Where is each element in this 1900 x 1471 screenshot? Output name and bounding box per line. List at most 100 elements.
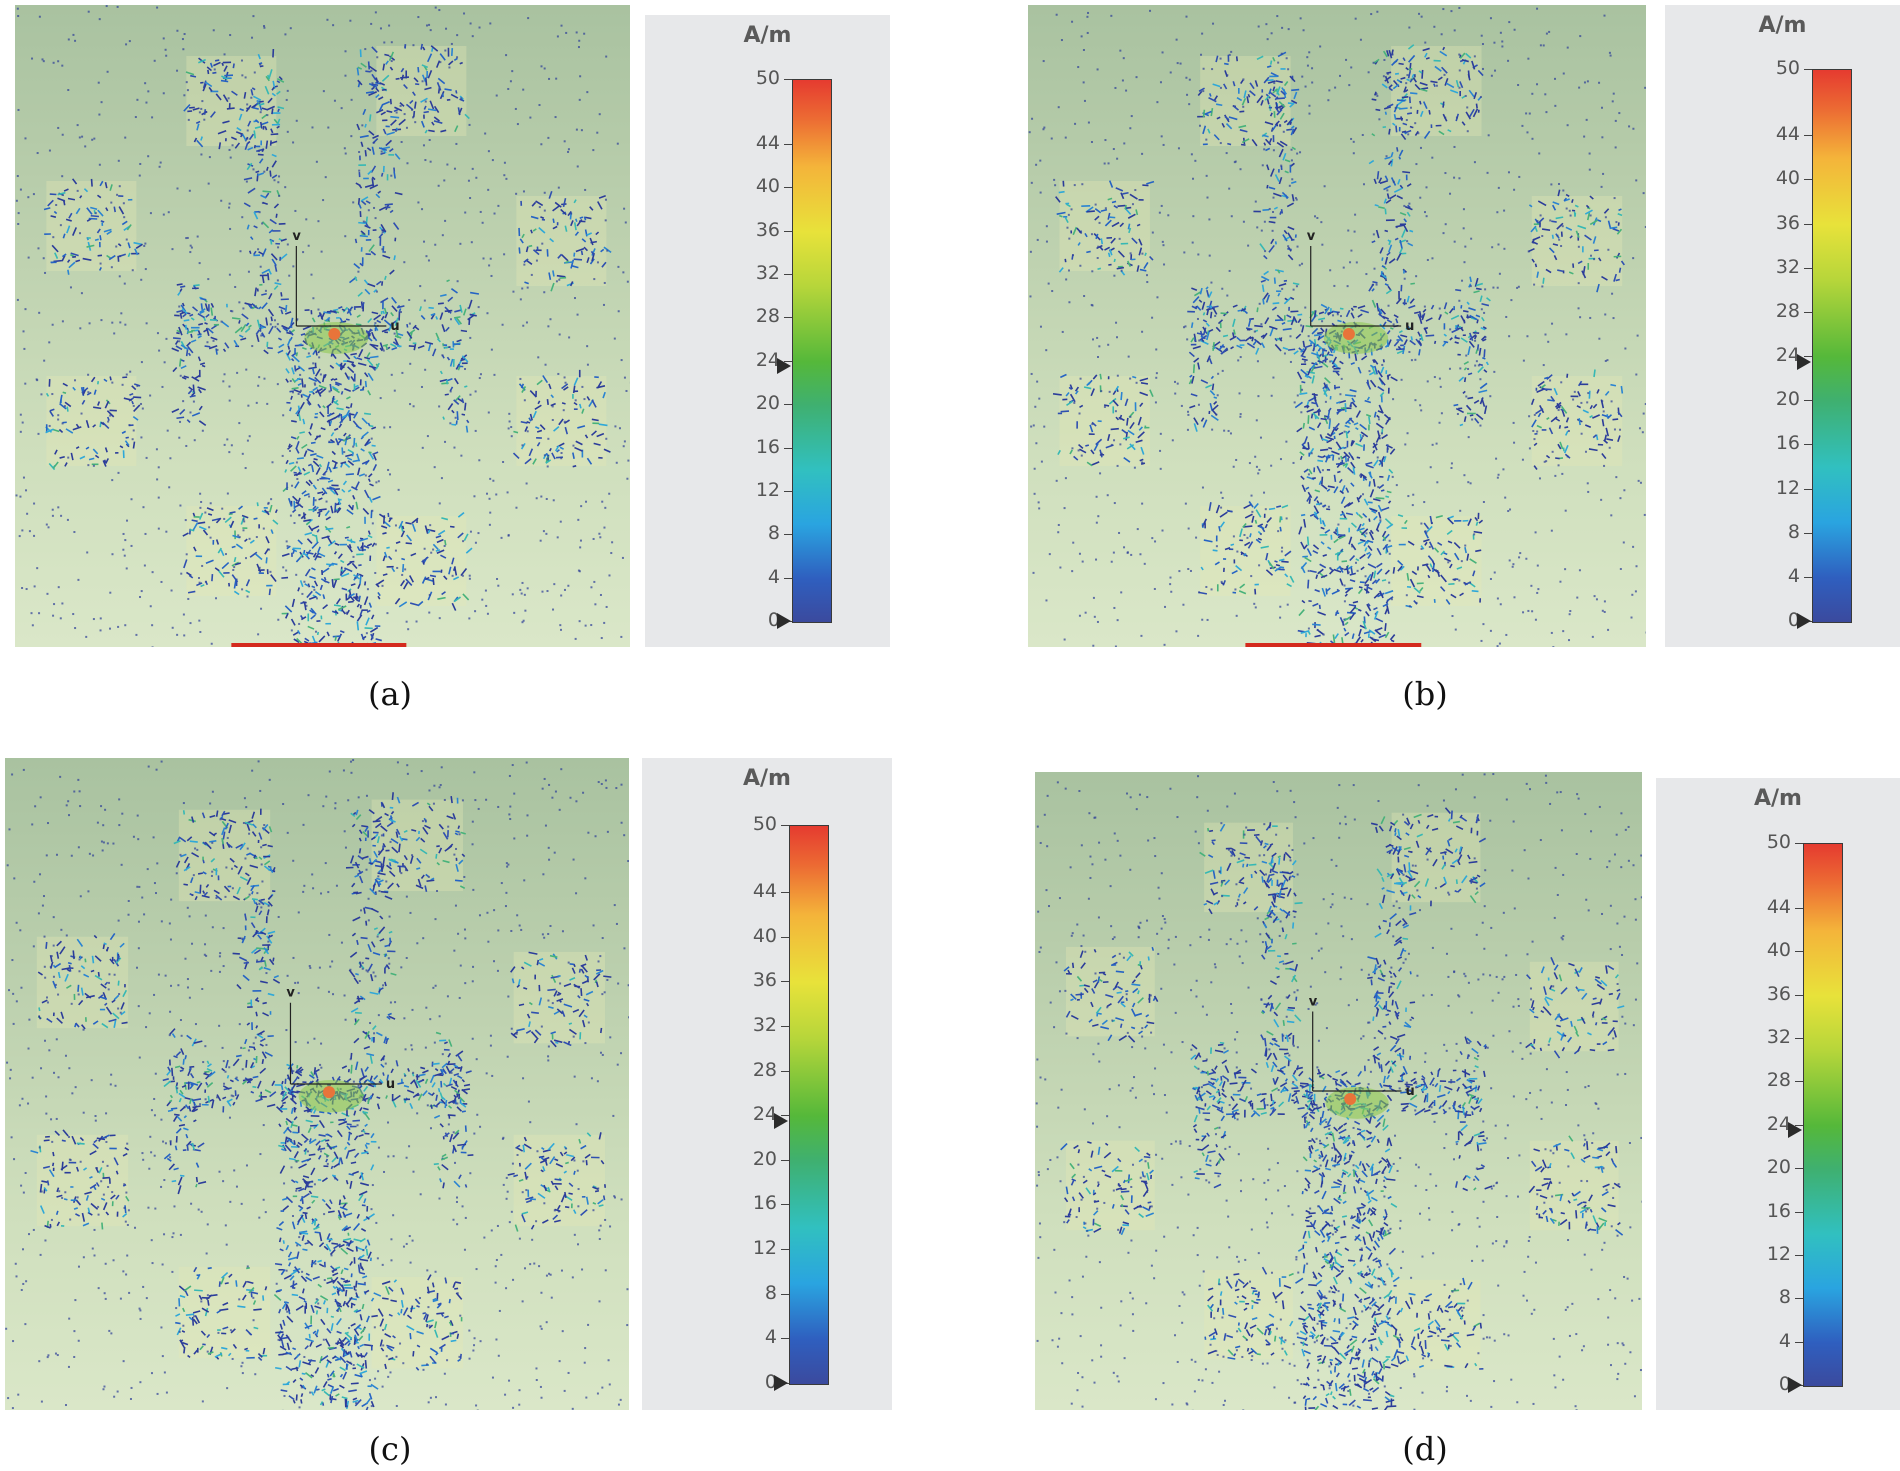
current-arrows <box>1035 773 1642 1410</box>
uv-axes: vu <box>292 229 399 334</box>
colorbar-tick-label: 0 <box>767 609 780 631</box>
colorbar-legend-c: A/m 0 4 8 12 16 20 24 28 32 36 40 44 50 <box>642 758 892 1410</box>
colorbar-tick <box>1804 135 1812 137</box>
colorbar-tick <box>781 981 789 983</box>
colorbar-tick-label: 44 <box>755 132 780 155</box>
colorbar-tick-label: 24 <box>1775 344 1800 367</box>
feed-port <box>1245 643 1422 647</box>
colorbar-tick <box>1795 1211 1803 1213</box>
colorbar-tick <box>1795 1168 1803 1170</box>
colorbar-tick <box>1804 179 1812 181</box>
colorbar-tick-label: 16 <box>752 1192 777 1215</box>
axis-label-u: u <box>1405 319 1414 334</box>
colorbar-legend-d: A/m 0 4 8 12 16 20 24 28 32 36 40 44 50 <box>1656 778 1900 1410</box>
colorbar-tick-label: 16 <box>1775 432 1800 455</box>
colorbar-tick-label: 0 <box>1778 1373 1791 1395</box>
uv-axes: vu <box>286 986 395 1092</box>
colorbar-tick <box>781 1249 789 1251</box>
colorbar-tick <box>1795 1254 1803 1256</box>
colorbar-tick <box>1804 488 1812 490</box>
colorbar-tick-label: 8 <box>767 522 780 545</box>
colorbar-marker-arrow <box>774 1375 788 1391</box>
colorbar-tick-label: 36 <box>752 969 777 992</box>
unit-label: A/m <box>1754 786 1802 811</box>
colorbar-tick <box>1804 267 1812 269</box>
colorbar-gradient <box>1812 69 1852 623</box>
colorbar-tick-label: 12 <box>1766 1242 1791 1265</box>
feed-port <box>231 643 407 647</box>
colorbar-tick-label: 20 <box>1766 1156 1791 1179</box>
colorbar-tick-label: 36 <box>1775 211 1800 234</box>
colorbar-marker-arrow <box>1788 1122 1802 1139</box>
colorbar-tick <box>784 534 792 536</box>
colorbar-marker-arrow <box>1797 353 1811 370</box>
colorbar-legend-b: A/m 0 4 8 12 16 20 24 28 32 36 40 44 50 <box>1665 5 1900 647</box>
surface-current-field: vu <box>1028 6 1646 647</box>
axis-label-v: v <box>1309 995 1318 1010</box>
colorbar-tick-label: 28 <box>755 305 780 328</box>
colorbar-tick-label: 20 <box>752 1147 777 1170</box>
colorbar-tick <box>1795 1298 1803 1300</box>
colorbar-tick <box>781 1204 789 1206</box>
current-arrows <box>5 759 629 1410</box>
colorbar-tick <box>1795 1341 1803 1343</box>
surface-current-field: vu <box>1035 773 1642 1410</box>
colorbar-tick <box>1804 400 1812 402</box>
colorbar-marker-arrow <box>777 358 791 375</box>
colorbar-tick <box>784 447 792 449</box>
colorbar-tick-label: 44 <box>1775 123 1800 146</box>
colorbar-tick-label: 12 <box>1775 476 1800 499</box>
colorbar-tick <box>1795 1081 1803 1083</box>
colorbar-tick <box>781 1293 789 1295</box>
colorbar-tick <box>1795 951 1803 953</box>
colorbar-tick-label: 40 <box>755 175 780 198</box>
colorbar-tick-label: 28 <box>1766 1069 1791 1092</box>
colorbar-tick <box>781 825 789 826</box>
colorbar-tick <box>784 79 792 80</box>
colorbar-tick <box>1804 69 1812 70</box>
colorbar-gradient <box>789 825 829 1385</box>
colorbar-tick <box>1804 576 1812 578</box>
colorbar-tick <box>1795 994 1803 996</box>
current-arrows <box>15 5 630 647</box>
surface-current-field: vu <box>5 759 629 1410</box>
colorbar-tick <box>781 1025 789 1027</box>
colorbar-tick-label: 32 <box>1766 1026 1791 1049</box>
colorbar-marker-arrow <box>777 613 791 629</box>
caption-c: (c) <box>368 1430 412 1468</box>
colorbar-gradient <box>792 79 832 623</box>
colorbar-tick-label: 40 <box>1775 167 1800 190</box>
unit-label: A/m <box>743 23 792 48</box>
colorbar-tick <box>784 187 792 189</box>
colorbar-tick <box>784 144 792 146</box>
colorbar-tick <box>784 490 792 492</box>
colorbar-tick-label: 0 <box>764 1371 777 1393</box>
colorbar-tick-label: 4 <box>767 565 780 588</box>
colorbar-tick-label: 20 <box>1775 388 1800 411</box>
colorbar-tick-label: 12 <box>755 478 780 501</box>
colorbar-tick-label: 40 <box>752 924 777 947</box>
axis-label-u: u <box>1405 1084 1414 1099</box>
colorbar-tick <box>1795 843 1803 844</box>
colorbar-tick-label: 50 <box>1766 831 1791 853</box>
colorbar-legend-a: A/m 0 4 8 12 16 20 24 28 32 36 40 44 50 <box>645 15 890 647</box>
colorbar-tick-label: 24 <box>1766 1112 1791 1135</box>
colorbar-tick <box>784 404 792 406</box>
colorbar-tick-label: 28 <box>1775 299 1800 322</box>
colorbar-tick <box>1804 223 1812 225</box>
colorbar-gradient <box>1803 843 1843 1387</box>
colorbar-tick <box>781 1070 789 1072</box>
colorbar-tick-label: 50 <box>752 813 777 835</box>
caption-a: (a) <box>367 675 413 713</box>
colorbar-tick-label: 24 <box>752 1103 777 1126</box>
caption-b: (b) <box>1402 675 1448 713</box>
axis-label-v: v <box>292 229 301 244</box>
colorbar-tick-label: 36 <box>755 218 780 241</box>
colorbar-tick <box>1804 444 1812 446</box>
colorbar-tick-label: 4 <box>1778 1329 1791 1352</box>
colorbar-tick-label: 8 <box>764 1281 777 1304</box>
colorbar-tick <box>781 891 789 893</box>
